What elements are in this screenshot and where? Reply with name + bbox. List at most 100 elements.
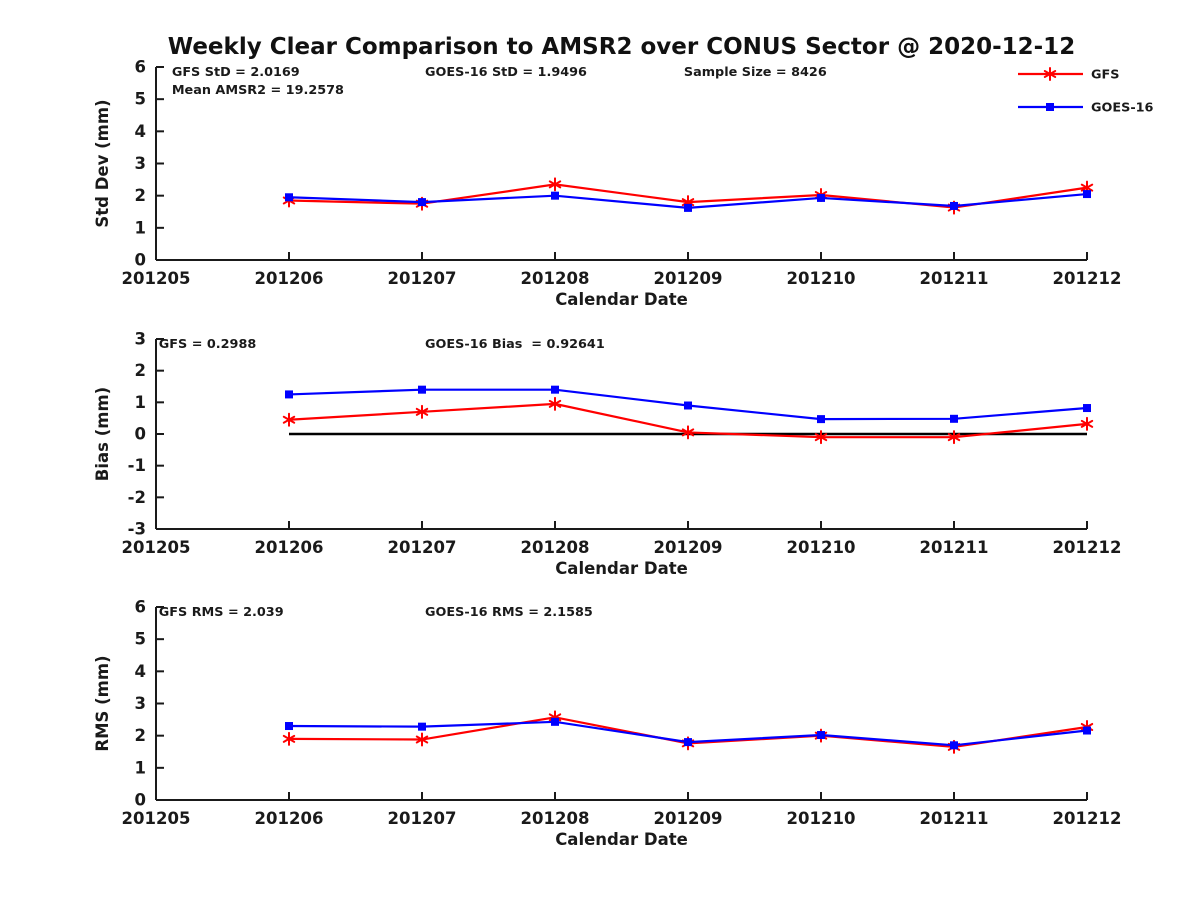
y-tick-label: 3: [135, 330, 146, 349]
x-tick-label: 201212: [1053, 809, 1122, 828]
x-axis-label: Calendar Date: [555, 559, 688, 578]
y-tick-label: 4: [135, 662, 146, 681]
x-tick-label: 201206: [255, 538, 324, 557]
legend-item-goes-16: GOES-16: [1018, 101, 1154, 116]
y-tick-label: 4: [135, 122, 146, 141]
square-marker-goes-16: [285, 390, 293, 399]
x-tick-label: 201208: [521, 809, 590, 828]
x-tick-label: 201212: [1053, 538, 1122, 557]
legend-square-marker: [1046, 103, 1054, 111]
y-tick-label: 2: [135, 361, 146, 380]
x-tick-label: 201208: [521, 538, 590, 557]
x-tick-label: 201207: [388, 809, 457, 828]
legend-label: GOES-16: [1091, 101, 1154, 116]
x-tick-label: 201205: [122, 538, 191, 557]
y-tick-label: 3: [135, 154, 146, 173]
x-tick-label: 201209: [654, 809, 723, 828]
asterisk-marker-gfs: [681, 425, 695, 440]
x-tick-label: 201205: [122, 269, 191, 288]
y-tick-label: -2: [128, 488, 146, 507]
square-marker-goes-16: [551, 191, 559, 200]
square-marker-goes-16: [817, 731, 825, 740]
y-axis-label: Bias (mm): [93, 387, 112, 481]
asterisk-marker-gfs: [282, 731, 296, 746]
x-tick-label: 201210: [787, 269, 856, 288]
x-tick-label: 201211: [920, 538, 989, 557]
asterisk-marker-gfs: [814, 430, 828, 445]
y-tick-label: 1: [135, 758, 146, 777]
subplot-std-dev-mm: 0 1 2 3 4 5 6 201205 201206 201207 201208 201209 201…: [93, 58, 1154, 310]
x-tick-label: 201207: [388, 538, 457, 557]
square-marker-goes-16: [684, 738, 692, 747]
x-tick-label: 201208: [521, 269, 590, 288]
subplot-bias-mm: -3 -2 -1 0 1 2 3 201205 201206 201207 201208 201209…: [93, 330, 1121, 579]
y-tick-label: -3: [128, 520, 146, 539]
y-tick-label: 3: [135, 694, 146, 713]
square-marker-goes-16: [1083, 404, 1091, 413]
y-axis-label: Std Dev (mm): [93, 99, 112, 227]
stat-annotation: GFS RMS = 2.039: [159, 605, 284, 620]
y-axis-label: RMS (mm): [93, 655, 112, 751]
asterisk-marker-gfs: [415, 404, 429, 419]
y-tick-label: 1: [135, 218, 146, 237]
square-marker-goes-16: [285, 193, 293, 202]
x-tick-label: 201211: [920, 269, 989, 288]
square-marker-goes-16: [418, 722, 426, 731]
asterisk-marker-gfs: [947, 430, 961, 445]
asterisk-marker-gfs: [415, 732, 429, 747]
square-marker-goes-16: [1083, 190, 1091, 199]
square-marker-goes-16: [684, 401, 692, 410]
asterisk-marker-gfs: [282, 412, 296, 427]
legend-item-gfs: GFS: [1018, 67, 1119, 83]
square-marker-goes-16: [1083, 726, 1091, 735]
x-axis-label: Calendar Date: [555, 290, 688, 309]
x-tick-label: 201210: [787, 809, 856, 828]
x-tick-label: 201210: [787, 538, 856, 557]
square-marker-goes-16: [418, 198, 426, 207]
x-tick-label: 201206: [255, 269, 324, 288]
stat-annotation: GFS StD = 2.0169: [172, 65, 300, 80]
y-tick-label: 2: [135, 726, 146, 745]
square-marker-goes-16: [950, 414, 958, 423]
y-tick-label: 0: [135, 791, 146, 810]
y-tick-label: 2: [135, 186, 146, 205]
stat-annotation: GOES-16 RMS = 2.1585: [425, 605, 593, 620]
stat-annotation: GOES-16 Bias = 0.92641: [425, 337, 605, 352]
x-tick-label: 201207: [388, 269, 457, 288]
asterisk-marker-gfs: [548, 396, 562, 411]
y-tick-label: 1: [135, 393, 146, 412]
x-tick-label: 201206: [255, 809, 324, 828]
x-axis-label: Calendar Date: [555, 830, 688, 849]
x-tick-label: 201209: [654, 538, 723, 557]
square-marker-goes-16: [817, 193, 825, 202]
x-tick-label: 201211: [920, 809, 989, 828]
square-marker-goes-16: [551, 717, 559, 726]
legend-asterisk-marker: [1043, 67, 1057, 81]
square-marker-goes-16: [950, 201, 958, 210]
square-marker-goes-16: [684, 203, 692, 212]
y-tick-label: 6: [135, 58, 146, 77]
stat-annotation: Sample Size = 8426: [684, 65, 827, 80]
stat-annotation: GFS = 0.2988: [159, 337, 257, 352]
square-marker-goes-16: [950, 741, 958, 750]
x-tick-label: 201212: [1053, 269, 1122, 288]
y-tick-label: 0: [135, 425, 146, 444]
y-tick-label: 5: [135, 90, 146, 109]
square-marker-goes-16: [551, 385, 559, 394]
legend: GFS GOES-16: [1018, 67, 1154, 116]
square-marker-goes-16: [285, 722, 293, 731]
y-tick-label: 0: [135, 251, 146, 270]
y-tick-label: -1: [128, 456, 146, 475]
asterisk-marker-gfs: [548, 177, 562, 192]
x-tick-label: 201205: [122, 809, 191, 828]
asterisk-marker-gfs: [1080, 416, 1094, 431]
stat-annotation: GOES-16 StD = 1.9496: [425, 65, 587, 80]
figure-title: Weekly Clear Comparison to AMSR2 over CO…: [167, 34, 1076, 60]
legend-label: GFS: [1091, 68, 1119, 83]
x-tick-label: 201209: [654, 269, 723, 288]
stat-annotation: Mean AMSR2 = 19.2578: [172, 83, 344, 98]
square-marker-goes-16: [418, 385, 426, 394]
y-tick-label: 6: [135, 598, 146, 617]
